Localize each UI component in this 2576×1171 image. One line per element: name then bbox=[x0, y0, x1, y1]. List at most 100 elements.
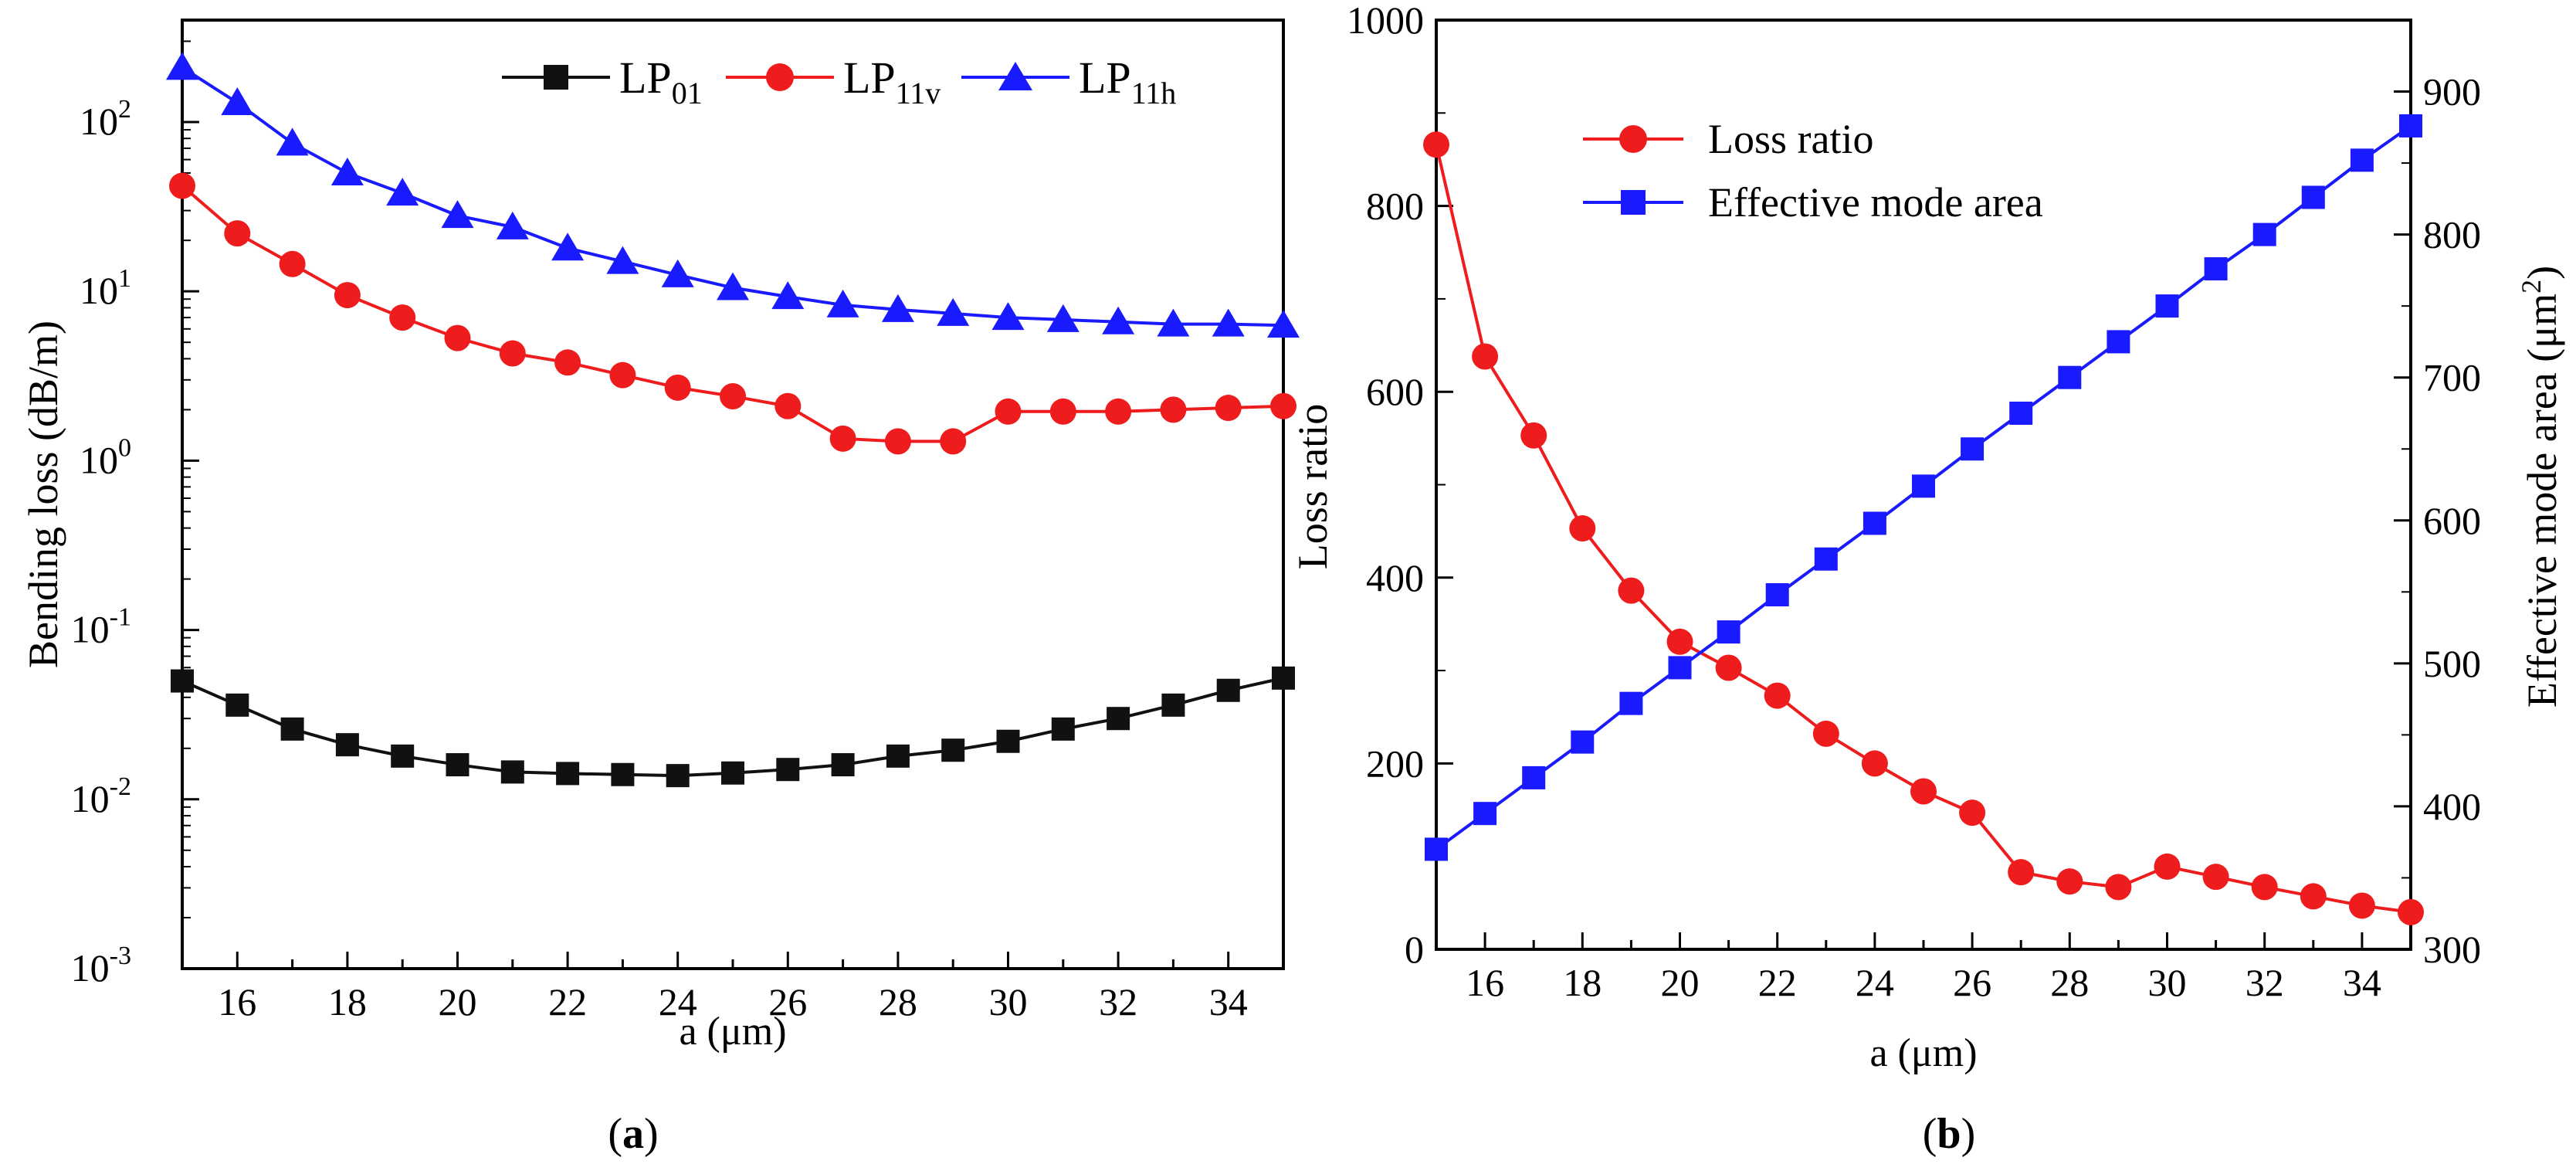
left-y-tick-label: 600 bbox=[1366, 370, 1424, 413]
panel-a-y-tick-labels: 10-3 10-2 10-1 100 101 102 bbox=[71, 95, 131, 989]
data-point-lp01 bbox=[721, 761, 744, 785]
data-point-lp11h bbox=[991, 302, 1025, 331]
data-point-effective-mode-area bbox=[2058, 365, 2082, 389]
right-y-tick-label: 900 bbox=[2423, 70, 2481, 114]
data-point-lp11v bbox=[499, 340, 526, 367]
data-point-loss-ratio bbox=[1666, 628, 1693, 655]
data-point-lp11h bbox=[1212, 308, 1245, 337]
data-point-effective-mode-area bbox=[1863, 511, 1886, 535]
legend-lp11v-label: LP11v bbox=[843, 53, 941, 110]
data-point-lp11h bbox=[496, 211, 529, 239]
left-y-tick-label: 0 bbox=[1405, 928, 1424, 971]
data-point-effective-mode-area bbox=[1619, 691, 1643, 715]
data-point-lp01 bbox=[611, 762, 635, 786]
data-point-lp01 bbox=[831, 753, 855, 777]
x-tick-label: 22 bbox=[1758, 961, 1797, 1004]
right-y-tick-label: 300 bbox=[2423, 928, 2481, 971]
data-point-lp11v bbox=[444, 324, 471, 351]
data-point-loss-ratio bbox=[1959, 799, 1986, 826]
data-point-lp11v bbox=[664, 374, 691, 401]
x-tick-label: 30 bbox=[2148, 961, 2187, 1004]
panel-a-y-axis-label: Bending loss (dB/m) bbox=[20, 321, 66, 668]
data-point-loss-ratio bbox=[1715, 654, 1742, 681]
panel-b-left-y-tick-labels: 0 200 400 600 800 1000 bbox=[1347, 0, 1424, 971]
data-point-lp11v bbox=[829, 425, 856, 452]
y-tick-label: 10-1 bbox=[71, 603, 131, 651]
x-tick-label: 16 bbox=[1466, 961, 1504, 1004]
legend-lp11h-label: LP11h bbox=[1079, 53, 1176, 110]
panel-b-x-tick-labels: 16 18 20 22 24 26 28 30 32 34 bbox=[1466, 961, 2381, 1004]
x-tick-label: 28 bbox=[879, 980, 917, 1023]
data-point-loss-ratio bbox=[2008, 859, 2035, 886]
data-point-lp01 bbox=[886, 744, 910, 768]
data-point-effective-mode-area bbox=[2204, 257, 2228, 281]
data-point-loss-ratio bbox=[1910, 778, 1937, 805]
data-point-effective-mode-area bbox=[1961, 437, 1985, 461]
data-point-lp11v bbox=[1049, 398, 1076, 425]
panel-b-loss-ratio-chart: 16 18 20 22 24 26 28 30 32 34 0 200 400 600 800 1000 3… bbox=[1290, 0, 2565, 1158]
data-point-effective-mode-area bbox=[1425, 837, 1448, 861]
legend-effective-mode-area-label: Effective mode area bbox=[1708, 179, 2043, 226]
left-y-tick-label: 200 bbox=[1366, 742, 1424, 785]
data-point-loss-ratio bbox=[1861, 750, 1888, 777]
panel-a-bending-loss-chart: 16 18 20 22 24 26 28 30 32 34 10-310-210-11001011… bbox=[20, 19, 1300, 1158]
data-point-lp01 bbox=[556, 762, 580, 786]
data-point-loss-ratio bbox=[1618, 577, 1645, 604]
data-point-lp01 bbox=[335, 733, 359, 757]
y-tick-label: 10-3 bbox=[71, 942, 131, 989]
x-tick-label: 34 bbox=[2343, 961, 2381, 1004]
data-point-loss-ratio bbox=[2056, 868, 2083, 895]
left-y-tick-label: 800 bbox=[1366, 185, 1424, 228]
y-tick-label: 102 bbox=[80, 95, 131, 143]
data-point-effective-mode-area bbox=[1473, 802, 1497, 826]
x-tick-label: 30 bbox=[989, 980, 1028, 1023]
data-point-lp11h bbox=[166, 52, 198, 80]
x-tick-label: 34 bbox=[1209, 980, 1248, 1023]
data-point-effective-mode-area bbox=[1522, 765, 1546, 789]
data-point-lp01 bbox=[171, 669, 194, 693]
x-tick-label: 20 bbox=[439, 980, 477, 1023]
y-tick-label: 100 bbox=[80, 433, 131, 481]
data-point-lp11v bbox=[940, 428, 967, 455]
data-point-lp01 bbox=[446, 753, 469, 777]
data-point-lp11v bbox=[884, 428, 911, 455]
data-point-lp01 bbox=[666, 764, 690, 788]
data-point-loss-ratio bbox=[1423, 131, 1449, 158]
x-tick-label: 20 bbox=[1661, 961, 1700, 1004]
x-tick-label: 24 bbox=[659, 980, 697, 1023]
data-point-loss-ratio bbox=[1764, 682, 1791, 709]
data-point-lp11h bbox=[276, 127, 309, 156]
panel-b-left-y-axis-label: Loss ratio bbox=[1290, 404, 1336, 569]
panel-b-ticks bbox=[1435, 19, 2412, 951]
data-point-lp11v bbox=[1270, 392, 1296, 419]
data-point-lp11v bbox=[774, 392, 802, 419]
y-tick-label: 101 bbox=[80, 264, 131, 312]
data-point-lp11h bbox=[771, 281, 805, 310]
data-point-effective-mode-area bbox=[2107, 330, 2130, 354]
right-y-tick-label: 500 bbox=[2423, 642, 2481, 685]
data-point-effective-mode-area bbox=[1912, 474, 1935, 498]
right-y-tick-label: 800 bbox=[2423, 213, 2481, 256]
x-tick-label: 24 bbox=[1856, 961, 1894, 1004]
data-point-loss-ratio bbox=[1812, 720, 1839, 747]
y-tick-label: 10-2 bbox=[71, 772, 131, 820]
panel-b-x-axis-label: a (μm) bbox=[1869, 1031, 1977, 1075]
x-tick-label: 16 bbox=[218, 980, 256, 1023]
x-tick-label: 28 bbox=[2050, 961, 2089, 1004]
data-point-lp11v bbox=[334, 282, 361, 309]
right-y-tick-label: 400 bbox=[2423, 785, 2481, 828]
x-tick-label: 26 bbox=[768, 980, 807, 1023]
data-point-lp01 bbox=[1272, 666, 1295, 690]
panel-a-x-tick-labels: 16 18 20 22 24 26 28 30 32 34 bbox=[218, 980, 1247, 1023]
data-point-effective-mode-area bbox=[2155, 294, 2179, 318]
data-point-lp01 bbox=[1107, 707, 1130, 731]
x-tick-label: 32 bbox=[2246, 961, 2284, 1004]
data-point-lp11v bbox=[389, 304, 416, 331]
data-point-loss-ratio bbox=[2105, 874, 2132, 901]
data-point-effective-mode-area bbox=[1571, 730, 1595, 754]
data-point-lp11h bbox=[881, 294, 914, 322]
data-point-lp01 bbox=[391, 744, 415, 768]
data-point-lp11v bbox=[279, 250, 306, 277]
data-point-effective-mode-area bbox=[2399, 114, 2422, 137]
